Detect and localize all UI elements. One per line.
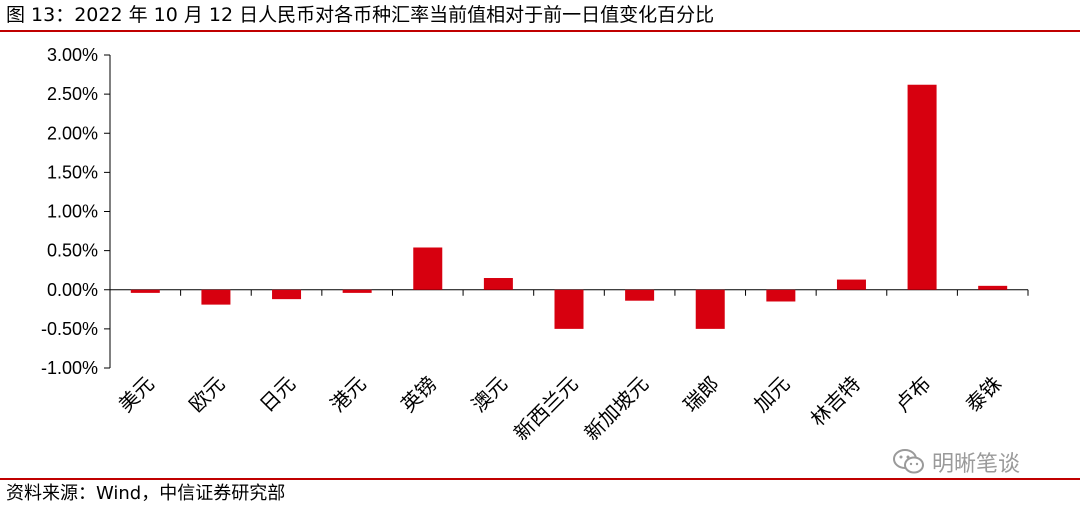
bar-13	[978, 285, 1008, 290]
bar-9	[695, 289, 725, 329]
x-tick-label: 港元	[325, 372, 370, 417]
y-tick-label: 2.00%	[47, 123, 98, 143]
y-tick-label: 1.00%	[47, 202, 98, 222]
x-tick-label: 欧元	[184, 372, 229, 417]
bar-6	[483, 278, 513, 290]
x-tick-label: 加元	[749, 372, 794, 417]
title-divider	[0, 30, 1080, 32]
bar-10	[766, 289, 796, 302]
x-tick-label: 林吉特	[806, 372, 865, 431]
y-tick-label: -0.50%	[41, 319, 98, 339]
y-tick-label: 0.00%	[47, 280, 98, 300]
bar-8	[625, 289, 655, 301]
y-tick-label: 2.50%	[47, 84, 98, 104]
x-tick-label: 英镑	[396, 372, 441, 417]
x-tick-label: 瑞郎	[679, 372, 724, 417]
bar-4	[342, 289, 372, 293]
x-tick-label: 新加坡元	[580, 372, 654, 446]
x-tick-label: 美元	[114, 372, 159, 417]
bar-2	[201, 289, 231, 305]
watermark-text: 明晰笔谈	[932, 452, 1021, 477]
bar-1	[130, 289, 160, 293]
x-tick-label: 卢布	[890, 372, 935, 417]
wechat-icon	[893, 449, 924, 474]
y-tick-label: 1.50%	[47, 162, 98, 182]
x-tick-label: 新西兰元	[509, 372, 583, 446]
watermark: 明晰笔谈	[892, 447, 1020, 477]
bar-7	[554, 289, 584, 329]
bar-11	[836, 279, 866, 290]
y-tick-label: 3.00%	[47, 45, 98, 65]
x-tick-label: 澳元	[467, 372, 512, 417]
x-tick-label: 日元	[255, 372, 300, 417]
footer-divider	[0, 478, 1080, 480]
bar-chart: -1.00% -0.50% 0.00% 0.50% 1.00% 1.50% 2.00% 2.5…	[41, 45, 1029, 446]
bar-5	[413, 247, 443, 290]
x-tick-label: 泰铢	[961, 372, 1006, 417]
bar-3	[272, 289, 302, 300]
y-tick-label: 0.50%	[47, 241, 98, 261]
bar-12	[907, 84, 937, 290]
chart-title: 图 13：2022 年 10 月 12 日人民币对各币种汇率当前值相对于前一日值…	[6, 4, 715, 26]
y-tick-label: -1.00%	[41, 358, 98, 378]
source-note: 资料来源：Wind，中信证券研究部	[6, 483, 286, 504]
